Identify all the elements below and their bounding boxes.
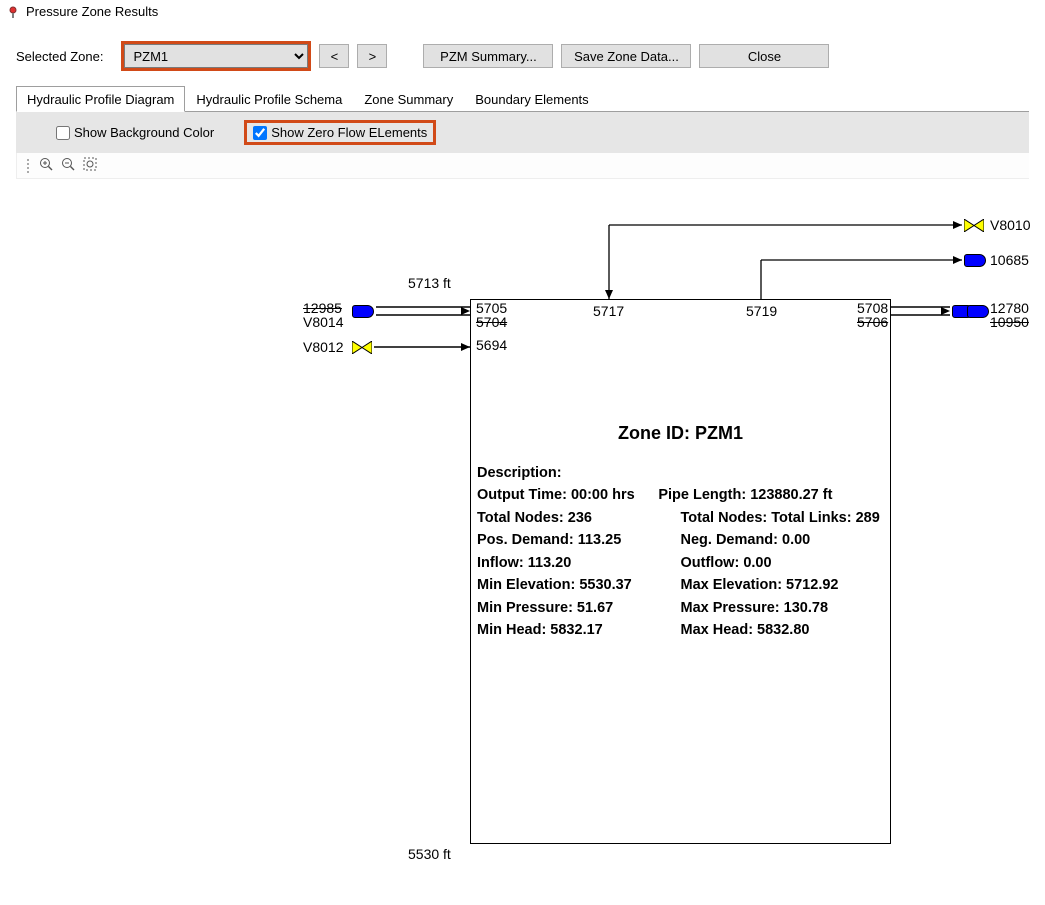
selected-zone-label: Selected Zone: [16, 49, 103, 64]
show-zero-flow-checkbox[interactable]: Show Zero Flow ELements [253, 125, 427, 140]
show-background-input[interactable] [56, 126, 70, 140]
info-right-2: Neg. Demand: 0.00 [681, 529, 885, 551]
label-10685: 10685 [990, 252, 1029, 268]
node-5706: 5706 [857, 314, 888, 330]
toolbar: Selected Zone: PZM1 < > PZM Summary... S… [0, 23, 1045, 85]
zoom-toolbar [16, 153, 1029, 179]
tab-zone-summary[interactable]: Zone Summary [353, 86, 464, 112]
zone-select-highlight: PZM1 [121, 41, 311, 71]
options-bar: Show Background Color Show Zero Flow ELe… [16, 112, 1029, 153]
info-right-4: Max Elevation: 5712.92 [681, 574, 885, 596]
diagram-canvas: Zone ID: PZM1 Description: Output Time: 00… [16, 179, 1029, 879]
zoom-extent-icon[interactable] [83, 157, 97, 174]
bottom-elev-label: 5530 ft [408, 846, 451, 862]
zone-description-label: Description: [477, 465, 562, 481]
node-5704: 5704 [476, 314, 507, 330]
show-zero-highlight: Show Zero Flow ELements [244, 120, 436, 145]
label-V8012: V8012 [303, 339, 343, 355]
show-background-checkbox[interactable]: Show Background Color [56, 125, 214, 140]
tank-10950 [967, 305, 989, 318]
zoom-in-icon[interactable] [39, 157, 53, 174]
info-left-0: Output Time: 00:00 hrs [477, 484, 672, 506]
window-title: Pressure Zone Results [26, 4, 158, 19]
info-left-6: Min Head: 5832.17 [477, 619, 681, 641]
valve-V8010 [964, 219, 984, 232]
label-V8014: V8014 [303, 314, 343, 330]
prev-zone-button[interactable]: < [319, 44, 349, 68]
tank-12985 [352, 305, 374, 318]
valve-V8012 [352, 341, 372, 354]
info-right-6: Max Head: 5832.80 [681, 619, 885, 641]
info-right-5: Max Pressure: 130.78 [681, 597, 885, 619]
tank-10685 [964, 254, 986, 267]
label-10950: 10950 [990, 314, 1029, 330]
node-5719: 5719 [746, 303, 777, 319]
pzm-summary-button[interactable]: PZM Summary... [423, 44, 553, 68]
info-left-2: Pos. Demand: 113.25 [477, 529, 681, 551]
zone-box: Zone ID: PZM1 Description: Output Time: 00… [470, 299, 891, 844]
tab-boundary-elements[interactable]: Boundary Elements [464, 86, 599, 112]
node-5694: 5694 [476, 337, 507, 353]
tab-hydraulic-profile-diagram[interactable]: Hydraulic Profile Diagram [16, 86, 185, 112]
title-bar: Pressure Zone Results [0, 0, 1045, 23]
tab-strip: Hydraulic Profile Diagram Hydraulic Prof… [16, 85, 1029, 112]
info-right-1: Total Nodes: Total Links: 289 [681, 507, 885, 529]
close-button[interactable]: Close [699, 44, 829, 68]
save-zone-button[interactable]: Save Zone Data... [561, 44, 691, 68]
show-zero-input[interactable] [253, 126, 267, 140]
tab-hydraulic-profile-schema[interactable]: Hydraulic Profile Schema [185, 86, 353, 112]
node-5717: 5717 [593, 303, 624, 319]
label-V8010: V8010 [990, 217, 1030, 233]
info-left-3: Inflow: 113.20 [477, 552, 681, 574]
info-left-4: Min Elevation: 5530.37 [477, 574, 681, 596]
zoom-out-icon[interactable] [61, 157, 75, 174]
info-right-0: Pipe Length: 123880.27 ft [658, 484, 884, 506]
info-left-5: Min Pressure: 51.67 [477, 597, 681, 619]
info-right-3: Outflow: 0.00 [681, 552, 885, 574]
zone-title: Zone ID: PZM1 [477, 420, 884, 448]
next-zone-button[interactable]: > [357, 44, 387, 68]
info-left-1: Total Nodes: 236 [477, 507, 681, 529]
top-elev-label: 5713 ft [408, 275, 451, 291]
zone-select[interactable]: PZM1 [124, 44, 308, 68]
app-icon [6, 5, 20, 19]
